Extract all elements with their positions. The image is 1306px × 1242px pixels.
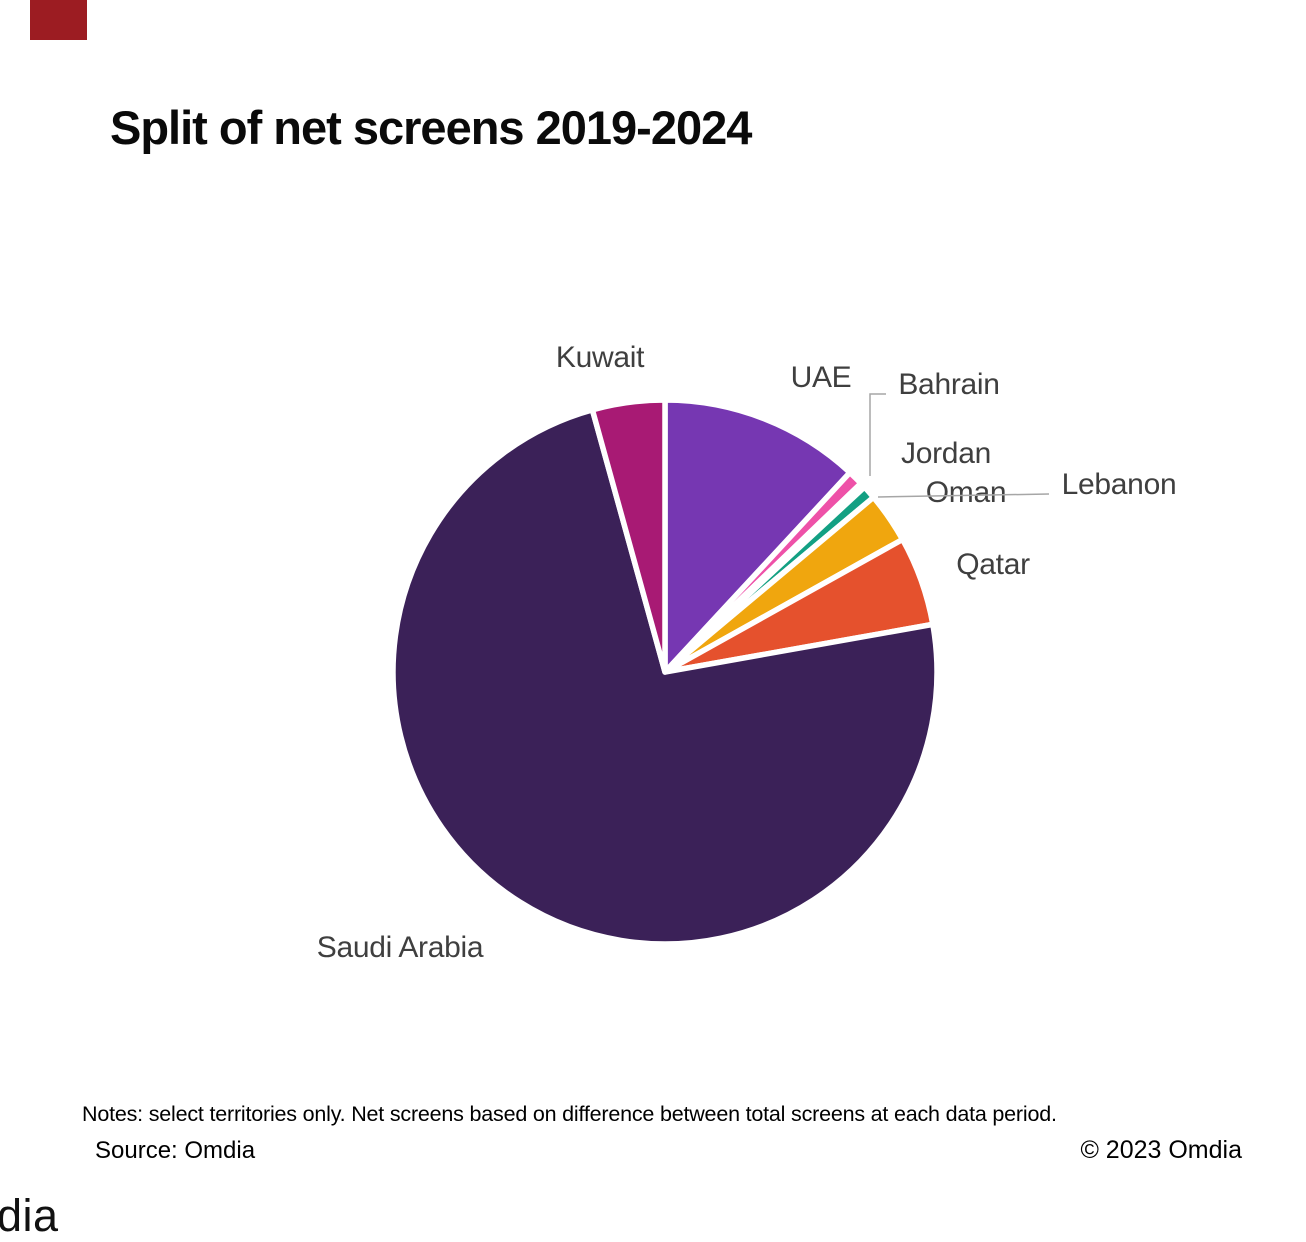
chart-title: Split of net screens 2019-2024 [110,101,752,154]
pie-label-qatar: Qatar [956,548,1030,581]
pie-label-lebanon: Lebanon [1061,468,1177,501]
notes-text: Notes: select territories only. Net scre… [82,1102,1057,1126]
pie-label-bahrain: Bahrain [898,368,1000,401]
pie-slice-kuwait [589,397,668,675]
pie-label-uae: UAE [790,361,852,394]
pie-slice-qatar [662,536,936,675]
bahrain-leader-line [869,393,886,476]
pie-label-oman: Oman [925,476,1007,509]
pie-label-jordan: Jordan [901,437,991,470]
pie-slice-uae [662,397,853,675]
brand-corner-block [30,0,87,40]
pie-slice-lebanon [662,484,877,675]
copyright-text: © 2023 Omdia [1080,1136,1242,1164]
pie-label-saudi-arabia: Saudi Arabia [316,931,484,964]
pie-slice-saudi-arabia [390,407,940,947]
pie-label-kuwait: Kuwait [555,341,645,374]
omdia-logo-text: dia [0,1190,59,1241]
pie-slice-bahrain [662,469,864,675]
source-text: Source: Omdia [95,1137,256,1164]
pie-slice-jordan [662,480,868,675]
pie-slice-oman [662,494,906,675]
